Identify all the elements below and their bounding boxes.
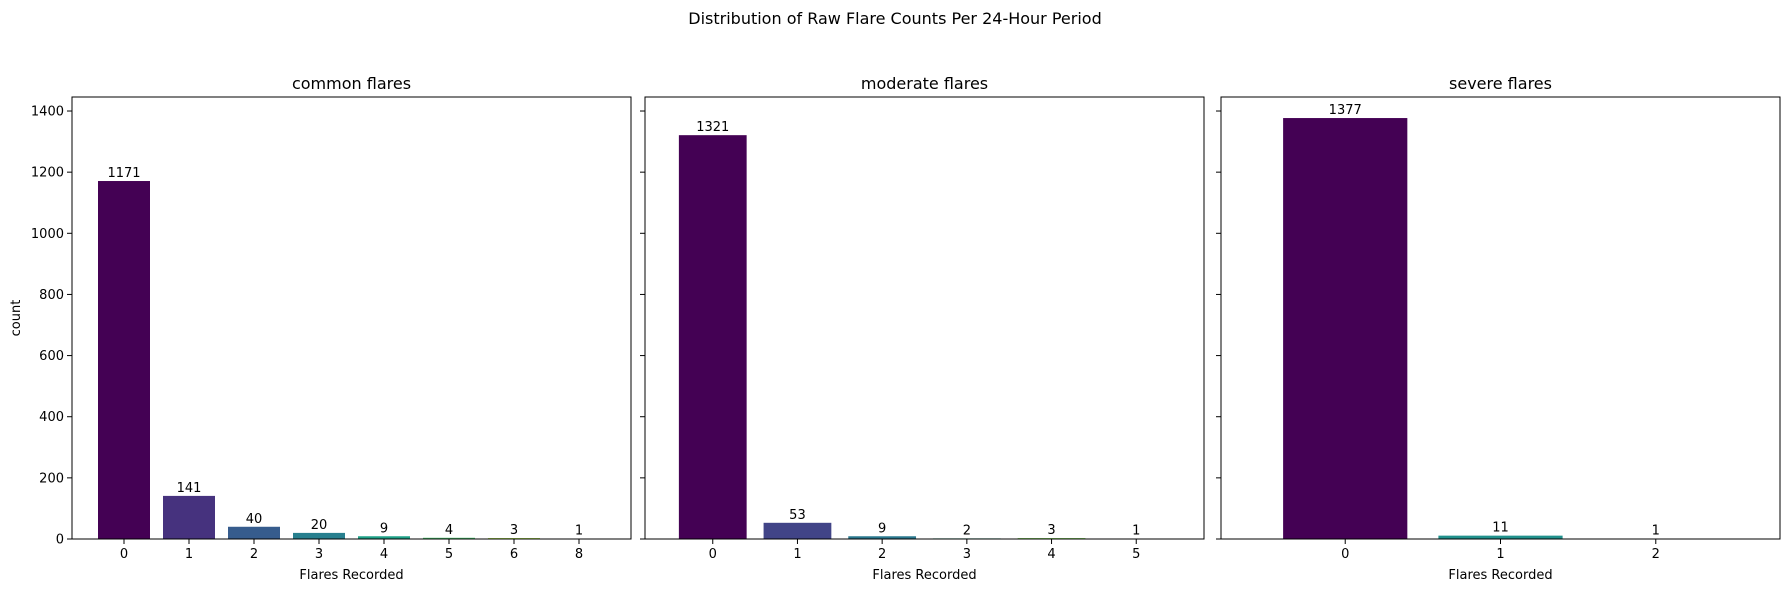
bar-value-label: 11	[1492, 521, 1509, 536]
bar	[1438, 535, 1563, 539]
figure-suptitle: Distribution of Raw Flare Counts Per 24-…	[688, 9, 1101, 28]
y-tick-label: 800	[39, 288, 64, 303]
bar	[423, 537, 475, 539]
chart-panel: 1171 141 40 20 9 4 3 1 0 1 2 3 4 5 6 8 0 200 400 600 800 1000…	[9, 74, 632, 583]
bar-value-label: 3	[1047, 523, 1055, 538]
bar	[678, 135, 747, 540]
x-tick-label: 2	[878, 547, 886, 562]
x-axis-label: Flares Recorded	[299, 568, 403, 583]
y-tick-label: 1400	[31, 105, 64, 120]
panel-title: common flares	[292, 74, 411, 93]
bar-value-label: 53	[789, 508, 806, 523]
x-tick-label: 3	[963, 547, 971, 562]
bar	[763, 522, 832, 539]
y-tick-label: 1000	[31, 227, 64, 242]
x-axis-label: Flares Recorded	[1448, 568, 1552, 583]
bar	[293, 532, 345, 539]
x-tick-label: 0	[709, 547, 717, 562]
bar	[228, 526, 280, 539]
bar-value-label: 1	[1132, 524, 1140, 539]
x-tick-label: 0	[1341, 547, 1349, 562]
x-tick-label: 1	[185, 547, 193, 562]
x-axis-label: Flares Recorded	[872, 568, 976, 583]
bar-value-label: 1171	[107, 166, 140, 181]
chart-panel: 1321 53 9 2 3 1 0 1 2 3 4 5 moderate flares Flares Re…	[640, 74, 1205, 583]
bar	[1283, 118, 1408, 540]
x-tick-label: 5	[445, 547, 453, 562]
y-tick-label: 600	[39, 349, 64, 364]
x-tick-label: 8	[575, 547, 583, 562]
bar-value-label: 1321	[696, 120, 729, 135]
plot-frame	[644, 96, 1205, 540]
bar-value-label: 3	[510, 523, 518, 538]
bar-value-label: 4	[445, 523, 453, 538]
x-tick-label: 3	[315, 547, 323, 562]
x-tick-label: 1	[1496, 547, 1504, 562]
bar-value-label: 141	[177, 481, 202, 496]
x-tick-label: 2	[1652, 547, 1660, 562]
x-tick-label: 5	[1132, 547, 1140, 562]
bar-value-label: 9	[878, 521, 886, 536]
y-tick-label: 0	[56, 533, 64, 548]
bar-value-label: 1377	[1329, 103, 1362, 118]
y-tick-label: 1200	[31, 166, 64, 181]
x-tick-label: 6	[510, 547, 518, 562]
panel-title: severe flares	[1449, 74, 1552, 93]
y-tick-label: 400	[39, 410, 64, 425]
bar-value-label: 1	[1652, 524, 1660, 539]
x-tick-label: 4	[1047, 547, 1055, 562]
x-tick-label: 0	[120, 547, 128, 562]
y-axis-label: count	[9, 300, 24, 337]
bar-value-label: 1	[575, 524, 583, 539]
plot-frame	[71, 96, 632, 540]
bar	[848, 536, 917, 539]
x-tick-label: 1	[793, 547, 801, 562]
bar	[358, 536, 410, 539]
bar	[163, 495, 215, 539]
bar-value-label: 2	[963, 523, 971, 538]
bar-value-label: 9	[380, 521, 388, 536]
bar-value-label: 20	[311, 518, 328, 533]
x-tick-label: 2	[250, 547, 258, 562]
bar	[98, 181, 150, 539]
panel-title: moderate flares	[861, 74, 988, 93]
y-tick-label: 200	[39, 471, 64, 486]
x-tick-label: 4	[380, 547, 388, 562]
bar-value-label: 40	[246, 512, 263, 527]
